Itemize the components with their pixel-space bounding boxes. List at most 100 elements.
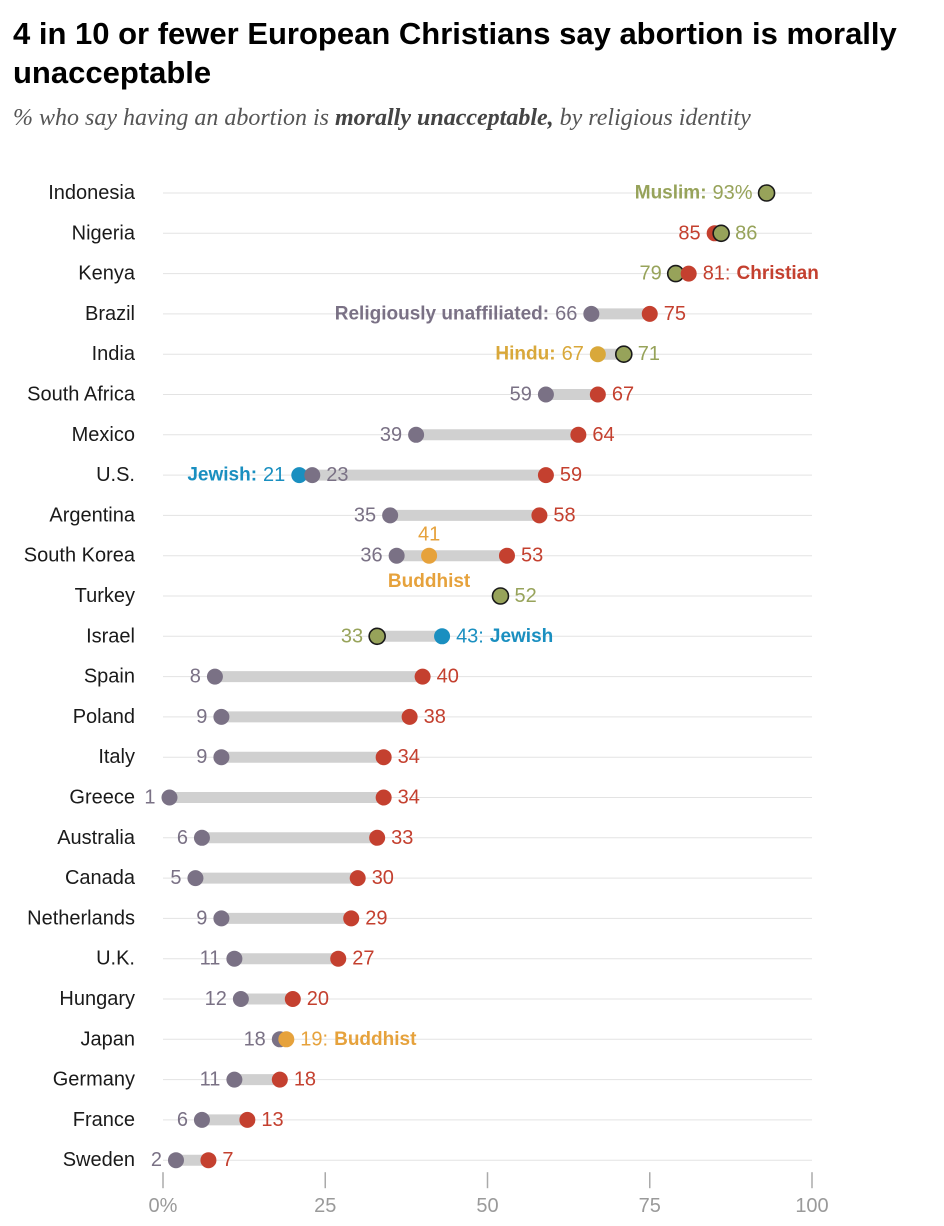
group-label: Jewish: <box>187 465 257 486</box>
christian-dot <box>349 870 366 887</box>
unaffiliated-dot <box>193 829 210 846</box>
x-tick-label: 0% <box>149 1195 178 1217</box>
jewish-dot <box>291 467 308 484</box>
christian-dot <box>343 910 360 927</box>
data-label: 9 <box>196 706 207 728</box>
country-label: Israel <box>86 625 135 647</box>
data-label: 5 <box>170 867 181 889</box>
muslim-dot <box>368 627 386 646</box>
data-label: 35 <box>354 504 376 526</box>
christian-dot <box>375 789 392 806</box>
country-label: U.K. <box>96 948 135 970</box>
christian-dot <box>680 265 697 282</box>
data-label: 67 <box>562 343 584 365</box>
country-label: Kenya <box>78 263 136 285</box>
unaffiliated-dot <box>583 305 600 322</box>
data-label: 6 <box>177 1109 188 1131</box>
buddhist-dot <box>278 1031 295 1048</box>
christian-dot <box>401 708 418 725</box>
country-label: Greece <box>69 787 135 809</box>
data-label: 36 <box>360 545 382 567</box>
unaffiliated-dot <box>232 991 249 1007</box>
christian-dot <box>537 467 554 484</box>
group-label: Christian <box>737 263 819 284</box>
data-label: 29 <box>365 907 387 929</box>
country-label: India <box>92 343 136 365</box>
christian-dot <box>498 547 515 564</box>
buddhist-dot <box>421 547 438 564</box>
christian-dot <box>641 305 658 322</box>
country-label: South Korea <box>24 545 136 567</box>
christian-dot <box>330 950 347 967</box>
country-label: Argentina <box>49 504 135 526</box>
data-label: 39 <box>380 424 402 446</box>
country-label: Brazil <box>85 303 135 325</box>
data-label: 20 <box>307 988 329 1010</box>
country-label: Mexico <box>72 424 135 446</box>
group-label: Religiously unaffiliated: <box>335 303 549 324</box>
country-label: Netherlands <box>27 907 135 929</box>
data-label: 59 <box>560 464 582 486</box>
data-label: 34 <box>398 787 420 809</box>
unaffiliated-dot <box>226 1071 243 1088</box>
country-label: Sweden <box>63 1149 135 1171</box>
data-label: 67 <box>612 384 634 406</box>
christian-dot <box>531 507 548 524</box>
data-label: 33 <box>341 625 363 647</box>
country-label: Spain <box>84 666 135 688</box>
unaffiliated-dot <box>213 749 230 766</box>
country-label: Indonesia <box>48 182 136 204</box>
data-label: 41 <box>418 524 440 546</box>
jewish-dot <box>434 628 451 645</box>
christian-dot <box>589 386 606 403</box>
christian-dot <box>284 991 301 1007</box>
data-label: 23 <box>326 464 348 486</box>
country-label: U.S. <box>96 464 135 486</box>
subtitle-pre: % who say having an abortion is <box>13 105 335 131</box>
country-label: Australia <box>57 827 136 849</box>
group-label: Muslim: <box>635 183 707 204</box>
country-label: Poland <box>73 706 135 728</box>
unaffiliated-dot <box>213 910 230 927</box>
country-label: Hungary <box>59 988 135 1010</box>
data-label: 59 <box>510 384 532 406</box>
group-label: Buddhist <box>334 1029 417 1050</box>
christian-dot <box>200 1152 217 1169</box>
hindu-dot <box>589 346 606 363</box>
subtitle-bold: morally unacceptable, <box>335 105 554 131</box>
group-label: Jewish <box>490 626 553 647</box>
country-label: France <box>73 1109 135 1131</box>
christian-dot <box>239 1111 256 1128</box>
unaffiliated-dot <box>167 1152 184 1169</box>
data-label: 85 <box>678 222 700 244</box>
data-label: 12 <box>205 988 227 1010</box>
christian-dot <box>570 426 587 443</box>
x-tick-label: 100 <box>795 1195 828 1217</box>
data-label: 71 <box>638 343 660 365</box>
unaffiliated-dot <box>408 426 425 443</box>
data-label: 9 <box>196 907 207 929</box>
unaffiliated-dot <box>226 950 243 967</box>
unaffiliated-dot <box>388 547 405 564</box>
country-label: Canada <box>65 867 136 889</box>
x-tick-label: 25 <box>314 1195 336 1217</box>
unaffiliated-dot <box>304 467 321 484</box>
data-label: 2 <box>151 1149 162 1171</box>
data-label: 9 <box>196 746 207 768</box>
data-label: 21 <box>263 464 285 486</box>
data-label: 93% <box>713 182 753 204</box>
data-label: 8 <box>190 666 201 688</box>
muslim-dot <box>757 184 776 202</box>
country-label: Italy <box>98 746 135 768</box>
data-label: 11 <box>200 948 221 970</box>
group-label: Buddhist <box>388 571 471 592</box>
christian-dot <box>369 829 386 846</box>
muslim-dot <box>712 224 730 243</box>
data-label: 27 <box>352 948 374 970</box>
data-label: 34 <box>398 746 420 768</box>
data-label: 19: <box>300 1028 328 1050</box>
data-label: 40 <box>437 666 459 688</box>
christian-dot <box>375 749 392 766</box>
country-label: Nigeria <box>72 222 136 244</box>
data-label: 13 <box>261 1109 283 1131</box>
